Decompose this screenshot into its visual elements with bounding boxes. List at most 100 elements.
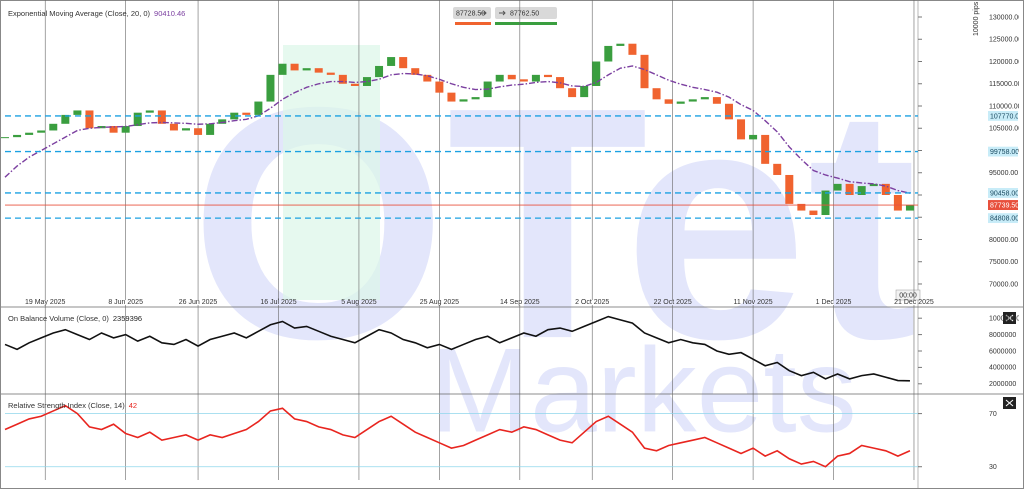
y-tick-box: 110000.00 (989, 103, 1019, 110)
candle (121, 126, 130, 133)
time-box (895, 289, 921, 301)
candle (809, 210, 818, 216)
series-line (4, 404, 911, 468)
ask-bar (495, 22, 557, 25)
level-tag: 107770.00 (988, 110, 1018, 121)
candle (519, 79, 528, 82)
y-tick-box: 8000000 (989, 332, 1016, 339)
y-tick-label: 8000000 (989, 332, 1016, 339)
close-icon (1005, 399, 1014, 407)
y-tick-label: 6000000 (989, 348, 1016, 355)
candle (905, 205, 914, 211)
panel-title: Exponential Moving Average (Close, 20, 0… (8, 9, 151, 18)
candle (25, 132, 34, 135)
level-tag: 84808.00 (988, 213, 1019, 224)
arrow-icon (499, 10, 506, 16)
candle (821, 190, 830, 216)
candle (314, 68, 323, 73)
series-line (4, 315, 910, 382)
y-tick-box: 70000.00 (989, 281, 1018, 288)
candle (893, 194, 902, 211)
y-tick-label: 75000.00 (989, 259, 1018, 266)
panel-title-value: 2359396 (113, 314, 142, 323)
y-tick-label: 80000.00 (989, 237, 1018, 244)
candle (194, 128, 203, 135)
candle (833, 183, 842, 191)
ask-box (495, 7, 557, 19)
candle (278, 63, 287, 75)
close-icon (1005, 314, 1014, 322)
candle (507, 74, 516, 80)
time-label: 00:00 (899, 292, 917, 299)
candle (37, 130, 46, 133)
y-tick-label: 130000.00 (989, 14, 1022, 21)
candle (350, 83, 359, 86)
y-tick-label: 2000000 (989, 381, 1016, 388)
ask-price: 87762.50 (510, 10, 539, 17)
y-tick-box: 75000.00 (989, 259, 1018, 266)
level-label: 87739.50 (990, 202, 1019, 209)
level-tag: 99758.00 (988, 146, 1018, 157)
y-tick-label: 10000000 (989, 316, 1020, 323)
candle (881, 183, 890, 195)
candle (435, 81, 444, 93)
x-tick-label: 14 Sep 2025 (500, 299, 540, 306)
candle (688, 99, 697, 102)
highlight-zone (283, 45, 380, 300)
candle (145, 110, 154, 113)
y-tick-box: 4000000 (989, 365, 1016, 372)
candle (1, 137, 9, 139)
candle (724, 103, 733, 120)
y-tick-box: 130000.00 (989, 14, 1022, 21)
candle (447, 92, 456, 102)
x-tick-label: 8 Jun 2025 (108, 299, 143, 306)
candle (737, 119, 746, 140)
candle (749, 134, 758, 140)
x-tick-label: 26 Jun 2025 (179, 299, 218, 306)
candle (206, 123, 215, 135)
watermark: Markets (430, 324, 857, 458)
x-tick-label: 2 Oct 2025 (575, 299, 609, 306)
y-tick-label: 30 (989, 464, 997, 471)
level-tag-bg (988, 146, 1018, 157)
y-tick-label: 115000.00 (989, 81, 1022, 88)
candle (568, 88, 577, 98)
y-tick-box: 105000.00 (989, 126, 1019, 133)
y-tick-box: 30 (989, 464, 997, 471)
y-tick-label: 70000.00 (989, 281, 1018, 288)
candle (290, 63, 299, 71)
candle (326, 72, 335, 75)
candle (761, 134, 770, 164)
candle (543, 74, 552, 78)
candle (73, 110, 82, 115)
candle (218, 119, 227, 124)
level-tag: 90458.00 (988, 187, 1018, 198)
y-tick-box: 115000.00 (989, 81, 1022, 88)
panel-title-value: 42 (129, 401, 137, 410)
candle (869, 183, 878, 187)
x-tick-label: 16 Jul 2025 (260, 299, 296, 306)
level-tag: 87739.50 (988, 200, 1019, 211)
y-tick-box: 120000.00 (989, 59, 1022, 66)
candle (411, 68, 420, 75)
bid-box (453, 7, 491, 19)
candle (157, 110, 166, 124)
candle (857, 186, 866, 195)
candle (604, 45, 613, 62)
x-tick-label: 5 Aug 2025 (341, 299, 377, 306)
level-tag-bg (988, 110, 1018, 121)
candle (181, 128, 190, 131)
scale-label: 10000 pips (973, 1, 980, 36)
y-tick-box: 95000.00 (989, 170, 1018, 177)
y-tick-box: 6000000 (989, 348, 1016, 355)
bid-price: 87728.50 (456, 10, 485, 17)
candle (459, 99, 468, 102)
y-tick-box: 10000000 (989, 316, 1020, 323)
y-tick-label: 125000.00 (989, 37, 1022, 44)
candle (640, 54, 649, 89)
level-label: 84808.00 (990, 215, 1019, 222)
x-tick-label: 11 Nov 2025 (734, 299, 773, 306)
y-tick-label: 120000.00 (989, 59, 1022, 66)
